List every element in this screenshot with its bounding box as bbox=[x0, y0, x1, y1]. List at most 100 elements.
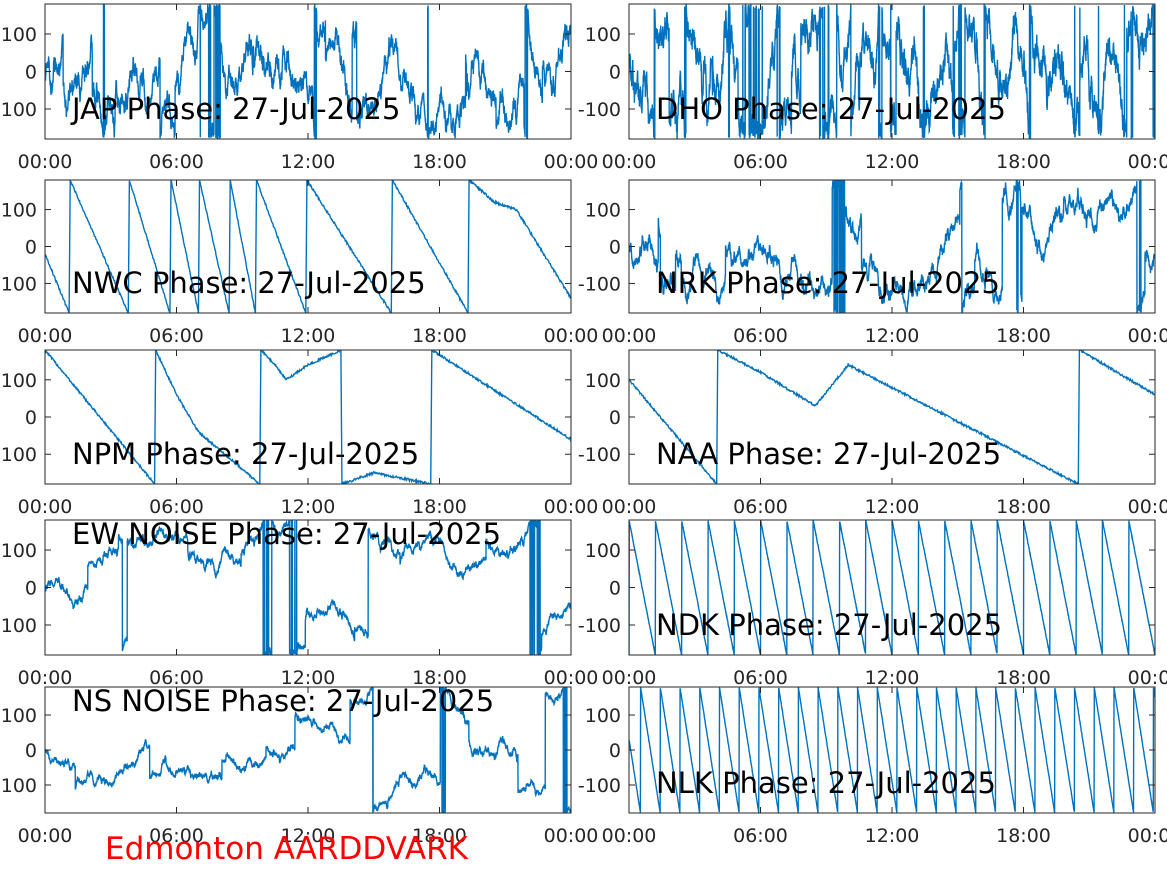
subplot-2: 100 0 -100 00:00 06:00 12:00 18:00 00:00 DHO Pha… bbox=[578, 3, 1167, 173]
x-tick-label: 06:00 bbox=[733, 825, 788, 847]
x-tick-label: 18:00 bbox=[996, 496, 1051, 518]
subplot-title: NAA Phase: 27-Jul-2025 bbox=[656, 437, 1001, 471]
x-tick-label: 00:00 bbox=[1128, 825, 1167, 847]
subplot-title: JAP Phase: 27-Jul-2025 bbox=[70, 92, 400, 126]
y-tick-label: 0 bbox=[25, 740, 37, 762]
phase-series-line bbox=[45, 350, 571, 484]
x-tick-label: 00:00 bbox=[18, 151, 73, 173]
phase-series-line bbox=[629, 4, 1155, 139]
x-tick-label: 00:00 bbox=[544, 496, 599, 518]
x-tick-label: 00:00 bbox=[18, 325, 73, 347]
subplot-title: NRK Phase: 27-Jul-2025 bbox=[656, 266, 1000, 300]
x-tick-label: 12:00 bbox=[865, 496, 920, 518]
x-tick-label: 06:00 bbox=[733, 667, 788, 689]
x-tick-label: 12:00 bbox=[281, 667, 336, 689]
subplot-1: 100 0 -100 00:00 06:00 12:00 18:00 00:00 JAP Pha… bbox=[0, 3, 599, 173]
footer-label: Edmonton AARDDVARK bbox=[105, 831, 469, 867]
subplot-7: 100 0 -100 00:00 06:00 12:00 18:00 00:00 EW NOIS… bbox=[0, 517, 598, 689]
x-tick-label: 00:00 bbox=[1128, 151, 1167, 173]
x-tick-label: 18:00 bbox=[996, 325, 1051, 347]
y-tick-label: 0 bbox=[25, 62, 37, 84]
y-tick-label: 100 bbox=[585, 370, 621, 392]
x-tick-label: 18:00 bbox=[412, 496, 467, 518]
x-tick-label: 18:00 bbox=[996, 667, 1051, 689]
x-tick-label: 18:00 bbox=[412, 325, 467, 347]
x-tick-label: 12:00 bbox=[865, 667, 920, 689]
y-tick-label: -100 bbox=[578, 273, 621, 295]
y-tick-label: -100 bbox=[0, 615, 37, 637]
subplot-3: 100 0 -100 00:00 06:00 12:00 18:00 00:00 NWC Pha… bbox=[0, 179, 599, 347]
y-tick-label: 100 bbox=[585, 705, 621, 727]
y-tick-label: 0 bbox=[25, 237, 37, 259]
x-tick-label: 12:00 bbox=[281, 325, 336, 347]
x-tick-label: 12:00 bbox=[865, 151, 920, 173]
x-tick-label: 00:00 bbox=[602, 151, 657, 173]
subplot-title: EW NOISE Phase: 27-Jul-2025 bbox=[72, 517, 501, 551]
x-tick-label: 06:00 bbox=[733, 325, 788, 347]
subplot-8: 100 0 -100 00:00 06:00 12:00 18:00 00:00 NDK Pha… bbox=[578, 519, 1167, 689]
x-tick-label: 00:00 bbox=[544, 151, 599, 173]
x-tick-label: 00:00 bbox=[1128, 496, 1167, 518]
y-tick-label: 100 bbox=[585, 200, 621, 222]
x-tick-label: 00:00 bbox=[602, 325, 657, 347]
subplot-title: NPM Phase: 27-Jul-2025 bbox=[72, 437, 419, 471]
subplot-9: 100 0 -100 00:00 06:00 12:00 18:00 00:00 NS NOIS… bbox=[0, 684, 598, 847]
subplot-title: NDK Phase: 27-Jul-2025 bbox=[656, 608, 1002, 642]
y-tick-label: -100 bbox=[0, 273, 37, 295]
x-tick-label: 06:00 bbox=[733, 151, 788, 173]
y-tick-label: 100 bbox=[1, 370, 37, 392]
subplot-6: 100 0 -100 00:00 06:00 12:00 18:00 00:00 NAA Pha… bbox=[578, 349, 1167, 518]
x-tick-label: 00:00 bbox=[18, 667, 73, 689]
y-tick-label: 0 bbox=[609, 237, 621, 259]
phase-series-line bbox=[45, 687, 571, 813]
subplot-title: NLK Phase: 27-Jul-2025 bbox=[656, 766, 996, 800]
x-tick-label: 00:00 bbox=[602, 496, 657, 518]
x-tick-label: 00:00 bbox=[1128, 325, 1167, 347]
subplot-5: 100 0 -100 00:00 06:00 12:00 18:00 00:00 NPM Pha… bbox=[0, 349, 599, 518]
subplot-title: NWC Phase: 27-Jul-2025 bbox=[72, 266, 426, 300]
y-tick-label: 100 bbox=[1, 540, 37, 562]
y-tick-label: -100 bbox=[578, 775, 621, 797]
x-tick-label: 00:00 bbox=[18, 825, 73, 847]
x-tick-label: 06:00 bbox=[149, 325, 204, 347]
y-tick-label: 100 bbox=[585, 540, 621, 562]
x-tick-label: 18:00 bbox=[412, 825, 467, 847]
x-tick-label: 06:00 bbox=[149, 667, 204, 689]
y-tick-label: -100 bbox=[578, 99, 621, 121]
x-tick-label: 12:00 bbox=[865, 325, 920, 347]
x-tick-label: 06:00 bbox=[149, 496, 204, 518]
y-tick-label: 100 bbox=[1, 200, 37, 222]
subplot-title: NS NOISE Phase: 27-Jul-2025 bbox=[72, 684, 494, 718]
x-tick-label: 06:00 bbox=[149, 151, 204, 173]
y-tick-label: -100 bbox=[578, 444, 621, 466]
y-tick-label: 0 bbox=[609, 578, 621, 600]
y-tick-label: 0 bbox=[25, 578, 37, 600]
subplot-title: DHO Phase: 27-Jul-2025 bbox=[656, 92, 1006, 126]
y-tick-label: 100 bbox=[1, 24, 37, 46]
y-tick-label: -100 bbox=[578, 615, 621, 637]
x-tick-label: 12:00 bbox=[281, 151, 336, 173]
y-tick-label: 0 bbox=[609, 407, 621, 429]
x-tick-label: 18:00 bbox=[996, 825, 1051, 847]
y-tick-label: 0 bbox=[609, 62, 621, 84]
x-tick-label: 12:00 bbox=[865, 825, 920, 847]
x-tick-label: 18:00 bbox=[412, 667, 467, 689]
x-tick-label: 00:00 bbox=[544, 667, 599, 689]
subplot-10: 100 0 -100 00:00 06:00 12:00 18:00 00:00 NLK Pha… bbox=[578, 686, 1167, 847]
y-tick-label: -100 bbox=[0, 444, 37, 466]
y-tick-label: 0 bbox=[609, 740, 621, 762]
y-tick-label: 100 bbox=[585, 24, 621, 46]
x-tick-label: 18:00 bbox=[996, 151, 1051, 173]
y-tick-label: -100 bbox=[0, 99, 37, 121]
x-tick-label: 00:00 bbox=[1128, 667, 1167, 689]
phase-series-line bbox=[45, 520, 571, 655]
x-tick-label: 00:00 bbox=[18, 496, 73, 518]
x-tick-label: 18:00 bbox=[412, 151, 467, 173]
phase-series-line bbox=[629, 687, 1155, 813]
x-tick-label: 00:00 bbox=[544, 325, 599, 347]
x-tick-label: 06:00 bbox=[149, 825, 204, 847]
x-tick-label: 00:00 bbox=[602, 667, 657, 689]
x-tick-label: 12:00 bbox=[281, 825, 336, 847]
x-tick-label: 00:00 bbox=[602, 825, 657, 847]
